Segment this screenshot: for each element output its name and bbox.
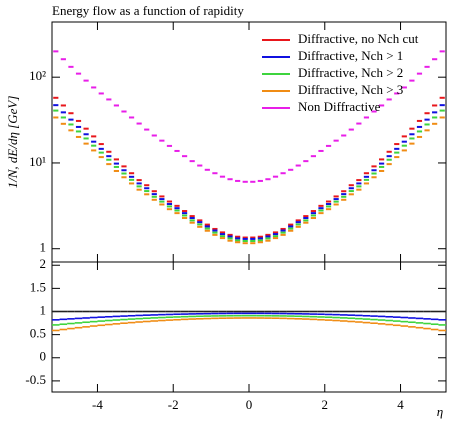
y-axis-label: 1/N, dE/dη [GeV]: [5, 96, 20, 189]
legend-label: Diffractive, Nch > 2: [298, 65, 403, 80]
y-tick-label: 2: [40, 256, 47, 271]
y-tick-label: 1.5: [30, 279, 46, 294]
y-tick-label: 10¹: [29, 154, 46, 169]
x-axis-label: η: [437, 404, 443, 419]
legend-label: Non Diffractive: [298, 99, 381, 114]
x-tick-label: 2: [322, 397, 329, 412]
legend-label: Diffractive, no Nch cut: [298, 31, 419, 46]
legend-label: Diffractive, Nch > 3: [298, 82, 403, 97]
x-tick-label: -4: [92, 397, 103, 412]
y-tick-label: 1: [40, 240, 47, 255]
x-tick-label: 4: [397, 397, 404, 412]
chart-title: Energy flow as a function of rapidity: [52, 3, 244, 18]
x-tick-label: 0: [246, 397, 253, 412]
y-tick-label: 0: [40, 349, 47, 364]
x-tick-label: -2: [168, 397, 179, 412]
legend-label: Diffractive, Nch > 1: [298, 48, 403, 63]
y-tick-label: 0.5: [30, 326, 46, 341]
ratio-frame: [51, 261, 447, 393]
y-tick-label: -0.5: [25, 372, 46, 387]
y-tick-label: 10²: [29, 68, 46, 83]
y-tick-label: 1: [40, 302, 47, 317]
